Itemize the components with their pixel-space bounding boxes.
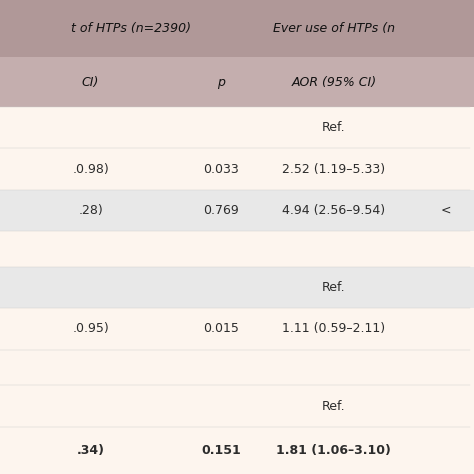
Text: 0.015: 0.015 (203, 322, 239, 336)
Bar (181, 385, 261, 427)
Bar (261, 0, 407, 57)
Text: CI): CI) (82, 76, 99, 89)
Text: 0.769: 0.769 (203, 204, 239, 217)
Bar (261, 231, 407, 267)
Bar (181, 267, 261, 308)
Bar (407, 267, 474, 308)
Bar (261, 190, 407, 231)
Bar (261, 107, 407, 148)
Bar (0, 190, 181, 231)
Bar (181, 349, 261, 385)
Bar (407, 190, 474, 231)
Bar (181, 190, 261, 231)
Text: AOR (95% CI): AOR (95% CI) (292, 76, 376, 89)
Bar (261, 57, 407, 107)
Text: t of HTPs (n=2390): t of HTPs (n=2390) (71, 22, 191, 35)
Text: Ref.: Ref. (322, 281, 346, 294)
Bar (261, 349, 407, 385)
Text: 2.52 (1.19–5.33): 2.52 (1.19–5.33) (283, 163, 385, 175)
Text: Ref.: Ref. (322, 400, 346, 412)
Bar (261, 385, 407, 427)
Bar (0, 231, 181, 267)
Bar (0, 0, 261, 57)
Bar (0, 107, 181, 148)
Bar (407, 427, 474, 474)
Text: <: < (441, 204, 451, 217)
Text: 4.94 (2.56–9.54): 4.94 (2.56–9.54) (283, 204, 385, 217)
Text: .0.95): .0.95) (72, 322, 109, 336)
Text: 0.033: 0.033 (203, 163, 239, 175)
Bar (0, 427, 181, 474)
Bar (0, 267, 181, 308)
Text: p: p (217, 76, 225, 89)
Bar (261, 267, 407, 308)
Text: .28): .28) (78, 204, 103, 217)
Text: Ref.: Ref. (322, 121, 346, 134)
Bar (261, 308, 407, 349)
Bar (181, 308, 261, 349)
Bar (181, 231, 261, 267)
Text: 1.11 (0.59–2.11): 1.11 (0.59–2.11) (283, 322, 385, 336)
Bar (407, 107, 474, 148)
Bar (407, 385, 474, 427)
Bar (181, 427, 261, 474)
Bar (0, 385, 181, 427)
Bar (407, 57, 474, 107)
Bar (407, 148, 474, 190)
Bar (407, 349, 474, 385)
Text: 0.151: 0.151 (201, 444, 241, 457)
Text: 1.81 (1.06–3.10): 1.81 (1.06–3.10) (276, 444, 392, 457)
Bar (0, 349, 181, 385)
Bar (261, 427, 407, 474)
Bar (0, 148, 181, 190)
Bar (181, 148, 261, 190)
Bar (0, 308, 181, 349)
Text: .34): .34) (76, 444, 105, 457)
Text: .0.98): .0.98) (72, 163, 109, 175)
Bar (181, 57, 261, 107)
Bar (407, 231, 474, 267)
Bar (407, 308, 474, 349)
Bar (181, 107, 261, 148)
Bar (0, 57, 181, 107)
Text: Ever use of HTPs (n: Ever use of HTPs (n (273, 22, 395, 35)
Bar (261, 148, 407, 190)
Bar (407, 0, 474, 57)
